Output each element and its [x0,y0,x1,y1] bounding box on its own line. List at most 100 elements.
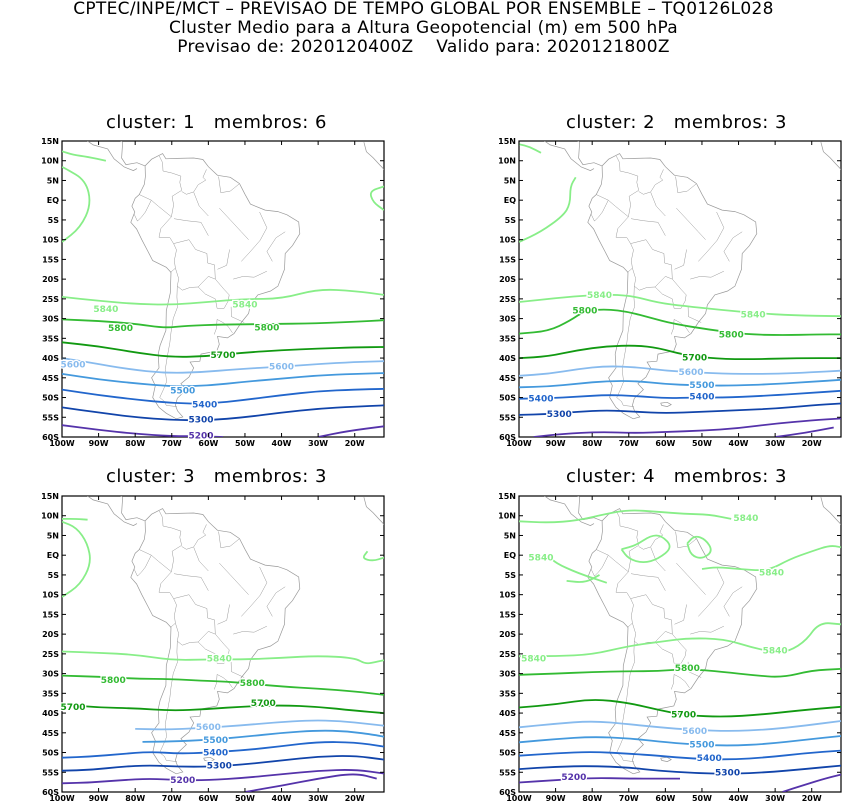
country-border [219,562,249,595]
coastline-falklands [660,401,672,407]
contour-5800 [519,668,841,678]
country-border [133,555,152,577]
coastline-africa [363,142,384,184]
lon-tick-label: 90W [89,794,109,803]
contour-label: 5840 [759,569,784,579]
lon-tick-label: 80W [582,439,602,448]
country-border [197,278,230,309]
coastline-south-america [587,153,758,420]
lat-tick-label: 5S [505,216,517,225]
lon-tick-label: 30W [308,439,328,448]
lat-tick-label: 20S [499,630,516,639]
lat-tick-label: 35S [42,334,59,343]
lat-tick-label: 30S [42,670,59,679]
contour-label: 5800 [101,676,126,686]
country-border [698,566,725,617]
coastline-central-america [86,141,138,171]
lon-tick-label: 90W [546,439,566,448]
lat-tick-label: 20S [42,275,59,284]
country-border [590,555,609,577]
lat-tick-label: 55S [499,413,516,422]
contour-5700 [519,699,841,718]
lat-tick-label: 5N [47,531,59,540]
country-border [219,207,249,240]
country-border [217,249,230,270]
lat-tick-label: 25S [42,650,59,659]
contour-label: 5400 [697,754,722,764]
contour-5400 [62,388,384,405]
contour-label: 5500 [203,736,228,746]
panel-title-1: cluster: 1 membros: 6 [106,112,328,133]
country-border [213,319,218,335]
map-content [519,141,841,437]
lon-tick-label: 50W [235,794,255,803]
contour-5840 [62,520,91,598]
lon-tick-label: 100W [49,439,75,448]
coastline-central-america [543,141,595,171]
country-border [173,218,209,236]
lon-tick-label: 20W [345,794,365,803]
map-panel-cluster-3: 5840 5800 5800 5700 5700 5600 5500 5400 5300 5200… [41,492,385,803]
contour-label: 5600 [60,360,85,370]
country-border [675,176,697,193]
contour-label: 5600 [678,368,703,378]
lat-tick-label: 5S [48,571,60,580]
country-border [676,207,706,240]
country-border [181,179,206,195]
contour-5840 [620,534,671,563]
contour-label: 5800 [675,664,700,674]
lon-tick-label: 90W [89,439,109,448]
country-border [218,531,240,548]
contour-5300 [62,404,384,422]
country-border [616,641,635,762]
country-border [596,194,609,201]
lat-tick-label: 5S [505,571,517,580]
contour-label: 5840 [93,305,118,315]
lat-tick-label: 40S [499,354,516,363]
country-border [173,594,216,635]
contour-5800 [62,318,384,329]
lat-tick-label: 25S [42,295,59,304]
lat-tick-label: 10N [498,157,516,166]
contour-5800 [519,308,841,336]
lat-tick-label: 40S [42,709,59,718]
contour-label: 5800 [254,323,279,333]
lon-tick-label: 20W [802,794,822,803]
contour-label: 5840 [587,291,612,301]
lat-tick-label: 55S [42,768,59,777]
coastline-south-america [130,508,301,775]
contour-label: 5300 [547,410,572,420]
lat-tick-label: 15N [41,492,59,501]
contour-5600 [519,365,841,377]
contour-label: 5840 [521,655,546,665]
country-border [654,278,687,309]
contour-5840 [62,166,91,243]
lat-tick-label: 10N [41,157,59,166]
lon-tick-label: 50W [235,439,255,448]
country-border [216,674,233,688]
country-border [670,319,675,335]
lon-tick-label: 70W [619,439,639,448]
contour-5400 [519,749,841,761]
contour-5200 [533,417,841,437]
lat-tick-label: 15S [42,610,59,619]
lon-tick-label: 50W [692,439,712,448]
contour-5300 [62,755,384,772]
lon-tick-label: 60W [198,794,218,803]
figure-header: CPTEC/INPE/MCT – PREVISAO DE TEMPO GLOBA… [0,0,847,57]
contour-5840 [62,288,384,306]
lon-tick-label: 70W [619,794,639,803]
contour-label: 5400 [192,401,217,411]
country-border [173,239,216,280]
country-border [193,547,209,572]
country-border [133,200,152,222]
lat-tick-label: 35S [499,689,516,698]
country-border [673,674,690,688]
lat-tick-label: 15N [498,137,516,146]
lon-tick-label: 30W [765,439,785,448]
contour-label: 5400 [689,393,714,403]
country-border [596,549,609,556]
lat-tick-label: 10N [498,512,516,521]
coastline-central-america [543,496,595,526]
lon-tick-label: 100W [49,794,75,803]
